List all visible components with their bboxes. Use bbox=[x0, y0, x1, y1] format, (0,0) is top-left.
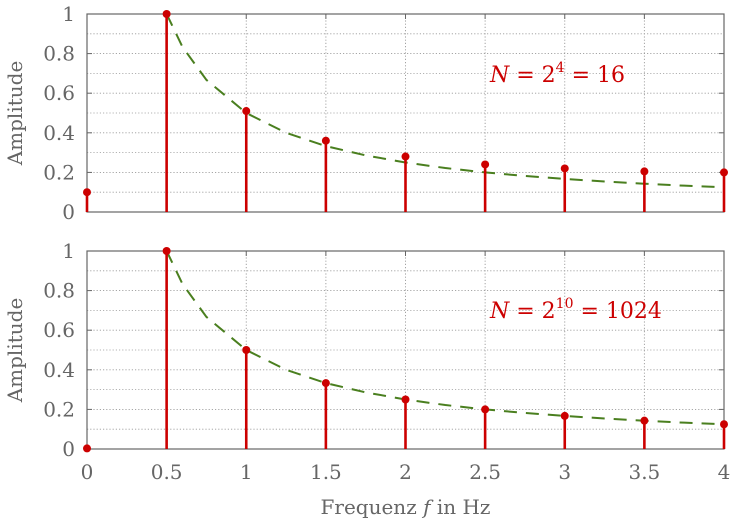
stem-marker bbox=[401, 152, 410, 161]
stem-marker bbox=[321, 136, 330, 145]
y-tick-label: 1 bbox=[62, 239, 75, 263]
stem-marker bbox=[720, 168, 728, 177]
y-tick-label: 0.6 bbox=[43, 318, 75, 342]
y-tick-label: 0 bbox=[62, 437, 75, 461]
x-tick-label: 2.5 bbox=[469, 460, 501, 484]
stem-marker bbox=[242, 107, 251, 116]
stem-marker bbox=[321, 379, 330, 388]
stem-marker bbox=[481, 160, 490, 169]
stem-marker bbox=[162, 10, 171, 18]
stem-marker bbox=[242, 346, 251, 354]
x-tick-label: 3.5 bbox=[628, 460, 660, 484]
y-tick-label: 0.4 bbox=[43, 358, 75, 382]
stem-marker bbox=[560, 164, 569, 173]
y-tick-label: 0.4 bbox=[43, 121, 75, 145]
stem-marker bbox=[640, 167, 649, 176]
x-tick-label: 1.5 bbox=[310, 460, 342, 484]
y-tick-label: 0.2 bbox=[43, 397, 75, 421]
x-tick-label: 4 bbox=[718, 460, 731, 484]
stem-marker bbox=[720, 420, 728, 429]
envelope-curve bbox=[165, 250, 725, 426]
stem-marker bbox=[481, 405, 490, 414]
y-axis-label: Amplitude bbox=[3, 61, 27, 167]
y-tick-label: 0.8 bbox=[43, 279, 75, 303]
annotation-label: N = 24 = 16 bbox=[489, 60, 625, 88]
x-axis-label: Frequenz f in Hz bbox=[321, 495, 491, 519]
annotation-label: N = 210 = 1024 bbox=[489, 296, 662, 324]
x-tick-label: 3 bbox=[558, 460, 571, 484]
stem-marker bbox=[83, 188, 91, 197]
y-tick-label: 1 bbox=[62, 2, 75, 26]
y-axis-label: Amplitude bbox=[3, 298, 27, 404]
y-tick-label: 0.6 bbox=[43, 81, 75, 105]
stem-marker bbox=[401, 395, 410, 404]
y-tick-label: 0.2 bbox=[43, 160, 75, 184]
x-tick-label: 2 bbox=[399, 460, 412, 484]
x-tick-label: 0.5 bbox=[151, 460, 183, 484]
x-tick-label: 0 bbox=[81, 460, 94, 484]
stem-marker bbox=[640, 416, 649, 425]
stem-marker bbox=[162, 247, 171, 255]
y-tick-label: 0 bbox=[62, 200, 75, 224]
panel-1: 0 0.2 0.4 0.6 0.8 1 Amplitude N = 24 = 16 bbox=[3, 2, 728, 224]
stem-marker bbox=[560, 411, 569, 420]
stem-marker bbox=[83, 444, 91, 453]
panel-2: 0 0.2 0.4 0.6 0.8 1 0 0.5 1 1.5 2 2.5 3 3.5 4 Amplitude… bbox=[3, 239, 730, 519]
y-tick-label: 0.8 bbox=[43, 42, 75, 66]
envelope-curve bbox=[165, 13, 725, 189]
x-tick-label: 1 bbox=[240, 460, 253, 484]
